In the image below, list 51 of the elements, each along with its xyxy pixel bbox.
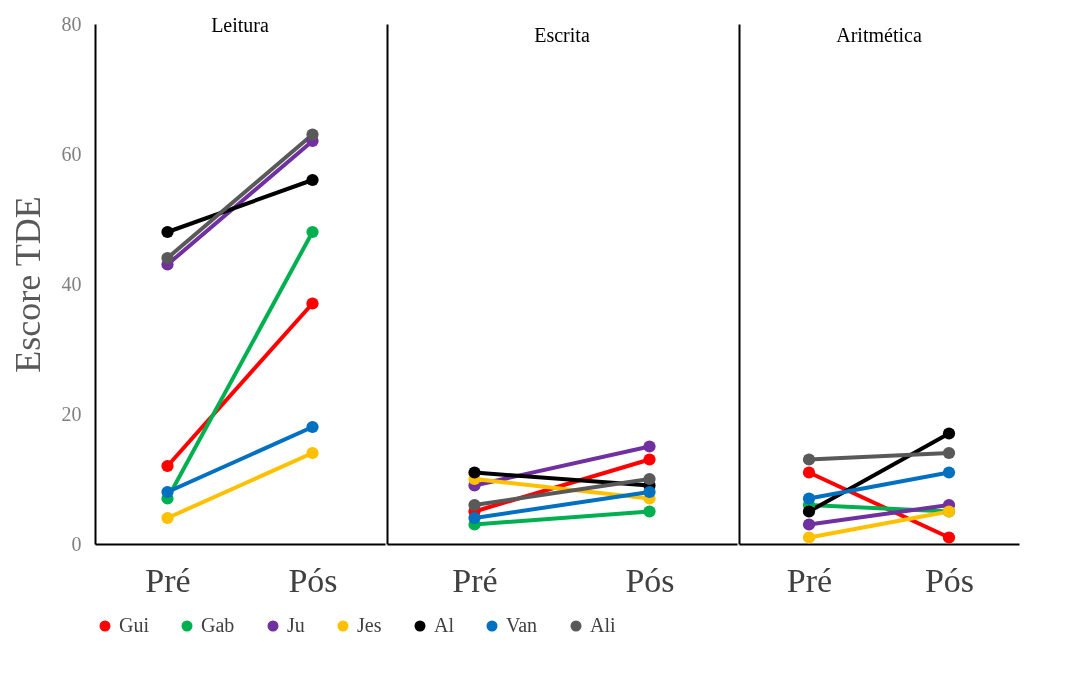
y-tick-label: 60 (61, 142, 82, 165)
point (161, 511, 174, 525)
point (161, 251, 174, 265)
point (161, 485, 174, 499)
legend-label: Ju (287, 614, 305, 636)
point (942, 466, 956, 479)
point (942, 531, 956, 544)
x-tick-label: Pré (145, 561, 191, 599)
x-tick-label: Pós (288, 561, 338, 599)
point (643, 453, 656, 466)
y-tick-label: 40 (61, 272, 82, 295)
point (468, 498, 481, 512)
legend-label: Al (434, 614, 455, 636)
x-tick-label: Pré (452, 561, 498, 599)
legend-label: Ali (590, 614, 616, 636)
y-axis-title: Escore TDE (7, 196, 48, 373)
point (643, 505, 656, 518)
point (643, 440, 656, 453)
x-tick-label: Pós (625, 561, 675, 599)
point (161, 225, 174, 239)
point (942, 427, 956, 440)
point (802, 453, 816, 466)
y-tick-label: 20 (61, 402, 82, 425)
point (306, 128, 319, 141)
legend-label: Gui (119, 614, 150, 636)
point (306, 297, 319, 310)
point (306, 173, 319, 187)
legend-label: Gab (201, 614, 235, 636)
x-tick-label: Pré (786, 561, 833, 599)
point (306, 446, 319, 460)
y-tick-label: 0 (71, 532, 82, 555)
y-tick-label: 80 (61, 12, 82, 35)
point (802, 505, 816, 518)
point (802, 492, 816, 505)
point (468, 466, 481, 479)
point (802, 531, 816, 544)
point (802, 518, 816, 531)
point (643, 485, 656, 499)
legend-label: Jes (357, 614, 382, 636)
point (802, 466, 816, 479)
chart-title: Escrita (534, 24, 590, 46)
point (161, 459, 174, 473)
point (942, 446, 956, 460)
chart-title: Leitura (211, 14, 269, 36)
legend-label: Van (506, 614, 538, 636)
point (306, 225, 319, 239)
point (468, 511, 481, 525)
point (306, 420, 319, 434)
point (643, 472, 656, 486)
chart-title: Aritmética (836, 24, 922, 46)
x-tick-label: Pós (924, 561, 975, 599)
